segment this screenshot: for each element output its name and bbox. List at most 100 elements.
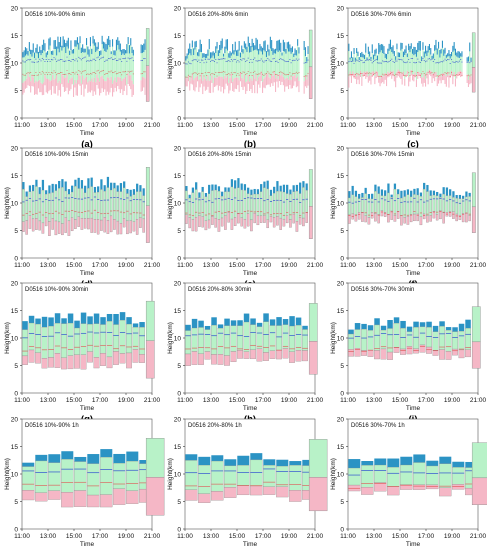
box-lower-band: [288, 79, 290, 90]
box-upper-band: [380, 189, 384, 196]
box-lower-band: [470, 76, 472, 84]
box-upper-band: [370, 56, 372, 60]
box-lower-band: [236, 77, 238, 90]
box-upper-band: [74, 40, 76, 47]
box-upper-band: [256, 322, 263, 327]
box-lower-band: [461, 213, 465, 223]
box-upper-band: [48, 454, 61, 463]
box-lower-band: [61, 223, 64, 236]
box-lower-band: [73, 84, 75, 97]
box-upper-band: [123, 181, 126, 188]
box-upper-band: [273, 186, 276, 194]
box-upper-band: [32, 184, 35, 192]
box-lower-band: [443, 73, 445, 81]
x-tick-label: 13:00: [40, 122, 57, 129]
box-mid-band: [259, 50, 261, 76]
box-lower-band: [251, 80, 253, 94]
y-axis-title: Height(km): [330, 47, 337, 79]
box-upper-band: [199, 39, 201, 52]
x-tick-label: 21:00: [144, 533, 161, 540]
box-upper-band: [204, 325, 211, 330]
box-upper-band: [436, 191, 439, 196]
box-mid-band: [273, 53, 275, 73]
box-lower-band: [249, 81, 251, 92]
box-upper-band: [363, 54, 365, 60]
box-mid-band: [113, 188, 116, 220]
box-mid-band: [426, 191, 429, 216]
box-lower-band: [396, 211, 400, 219]
box-mid-band: [50, 54, 52, 81]
box-upper-band: [35, 179, 38, 187]
box-lower-band: [48, 79, 50, 92]
box-upper-band: [399, 52, 401, 58]
box-lower-band: [452, 75, 454, 85]
box-mid-band: [374, 56, 376, 77]
box-mid-band: [113, 463, 126, 489]
box-upper-band: [132, 323, 139, 328]
box-lower-band: [30, 81, 32, 93]
y-tick-label: 10: [11, 201, 19, 208]
box-upper-band: [35, 454, 48, 461]
box-mid-band: [350, 58, 352, 75]
box-lower-band: [412, 74, 414, 81]
box-lower-band: [307, 74, 309, 86]
box-lower-band: [113, 219, 116, 230]
box-upper-band: [387, 320, 393, 329]
box-lower-band: [426, 215, 429, 223]
box-upper-band: [431, 55, 433, 60]
box-lower-band: [118, 77, 120, 90]
box-upper-band: [391, 47, 393, 53]
box-lower-band: [258, 77, 260, 85]
box-upper-band: [190, 48, 192, 56]
box-lower-band: [227, 212, 230, 223]
box-upper-band: [247, 187, 250, 194]
box-upper-band: [54, 39, 56, 50]
box-mid-band: [122, 187, 126, 219]
box-upper-band: [126, 451, 139, 462]
box-lower-band: [38, 220, 41, 231]
box-mid-band: [245, 49, 247, 83]
box-lower-band: [206, 80, 208, 90]
box-lower-band: [275, 78, 277, 92]
x-tick-label: 19:00: [444, 122, 461, 129]
box-lower-band: [74, 490, 87, 507]
box-upper-band: [54, 184, 58, 191]
box-upper-band: [67, 189, 71, 195]
box-lower-band: [67, 355, 74, 370]
box-upper-band: [428, 44, 430, 51]
y-tick-label: 10: [174, 336, 182, 343]
box-upper-band: [263, 41, 265, 51]
box-lower-band: [380, 348, 387, 360]
box-mid-band: [289, 465, 302, 491]
box-mid-band: [266, 188, 269, 220]
box-upper-band: [228, 53, 230, 58]
box-lower-band: [93, 219, 97, 233]
box-mid-band: [211, 324, 217, 355]
box-mid-band: [421, 60, 423, 78]
box-mid-band: [271, 51, 273, 75]
box-lower-band: [22, 490, 35, 501]
box-mid-band: [139, 191, 142, 218]
box-upper-band: [217, 50, 219, 57]
box-upper-band: [436, 48, 438, 55]
box-upper-band: [397, 52, 399, 58]
y-tick-label: 0: [177, 116, 181, 123]
box-mid-band: [457, 57, 459, 72]
box-mid-band: [200, 52, 202, 75]
box-upper-band: [66, 40, 68, 47]
box-lower-band: [102, 78, 104, 92]
panel-title: D0516 20%-80% 6min: [188, 12, 248, 18]
box-lower-band: [199, 78, 201, 88]
y-axis-title: Height(km): [167, 187, 174, 219]
box-mid-band: [243, 47, 245, 75]
y-tick-label: 10: [174, 201, 182, 208]
box-upper-band: [97, 42, 99, 50]
box-upper-band: [191, 187, 195, 193]
box-mid-band: [365, 52, 367, 73]
box-mid-band: [362, 57, 364, 73]
box-lower-band: [84, 78, 86, 89]
box-mid-band: [223, 56, 225, 79]
box-mid-band: [74, 461, 87, 491]
box-mid-band: [89, 46, 91, 82]
box-mid-band: [431, 59, 433, 75]
